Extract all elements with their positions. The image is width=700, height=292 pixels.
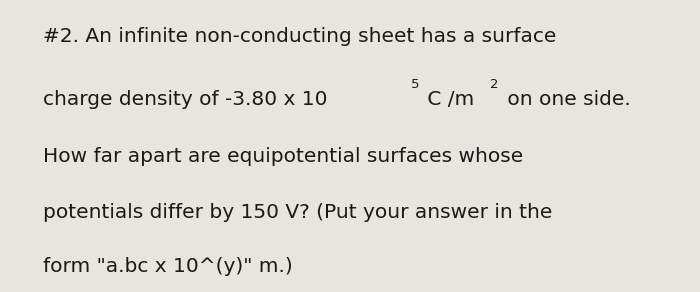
Text: form "a.bc x 10^(y)" m.): form "a.bc x 10^(y)" m.) — [43, 257, 293, 276]
Text: charge density of -3.80 x 10: charge density of -3.80 x 10 — [43, 90, 328, 109]
Text: How far apart are equipotential surfaces whose: How far apart are equipotential surfaces… — [43, 147, 524, 166]
Text: 2: 2 — [490, 78, 498, 91]
Text: 5: 5 — [410, 78, 419, 91]
Text: #2. An infinite non-conducting sheet has a surface: #2. An infinite non-conducting sheet has… — [43, 27, 556, 46]
Text: potentials differ by 150 V? (Put your answer in the: potentials differ by 150 V? (Put your an… — [43, 203, 553, 222]
Text: on one side.: on one side. — [501, 90, 631, 109]
Text: C /m: C /m — [421, 90, 475, 109]
